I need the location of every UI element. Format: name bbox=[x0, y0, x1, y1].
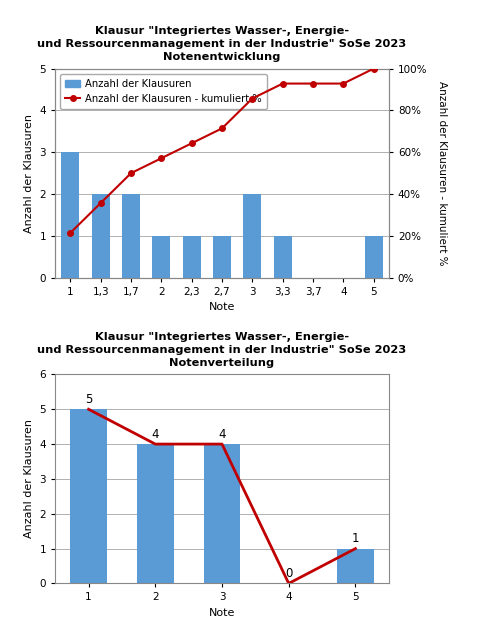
Text: 1: 1 bbox=[352, 532, 359, 545]
Y-axis label: Anzahl der Klausuren - kumuliert %: Anzahl der Klausuren - kumuliert % bbox=[437, 81, 447, 265]
Y-axis label: Anzahl der Klausuren: Anzahl der Klausuren bbox=[24, 419, 34, 539]
Bar bbox=[137, 444, 174, 583]
X-axis label: Note: Note bbox=[209, 302, 235, 312]
Bar bbox=[122, 194, 140, 278]
Bar bbox=[204, 444, 240, 583]
Bar bbox=[243, 194, 262, 278]
Text: 0: 0 bbox=[285, 567, 292, 580]
X-axis label: Note: Note bbox=[209, 608, 235, 618]
Bar bbox=[182, 236, 201, 278]
Bar bbox=[337, 548, 374, 583]
Text: 5: 5 bbox=[85, 392, 92, 406]
Y-axis label: Anzahl der Klausuren: Anzahl der Klausuren bbox=[24, 114, 34, 233]
Bar bbox=[213, 236, 231, 278]
Text: 4: 4 bbox=[152, 427, 159, 441]
Bar bbox=[92, 194, 110, 278]
Text: 4: 4 bbox=[218, 427, 226, 441]
Title: Klausur "Integriertes Wasser-, Energie-
und Ressourcenmanagement in der Industri: Klausur "Integriertes Wasser-, Energie- … bbox=[37, 332, 407, 368]
Title: Klausur "Integriertes Wasser-, Energie-
und Ressourcenmanagement in der Industri: Klausur "Integriertes Wasser-, Energie- … bbox=[37, 26, 407, 62]
Bar bbox=[274, 236, 292, 278]
Bar bbox=[61, 152, 80, 278]
Legend: Anzahl der Klausuren, Anzahl der Klausuren - kumuliert %: Anzahl der Klausuren, Anzahl der Klausur… bbox=[60, 74, 267, 109]
Bar bbox=[152, 236, 170, 278]
Bar bbox=[70, 409, 107, 583]
Bar bbox=[364, 236, 383, 278]
